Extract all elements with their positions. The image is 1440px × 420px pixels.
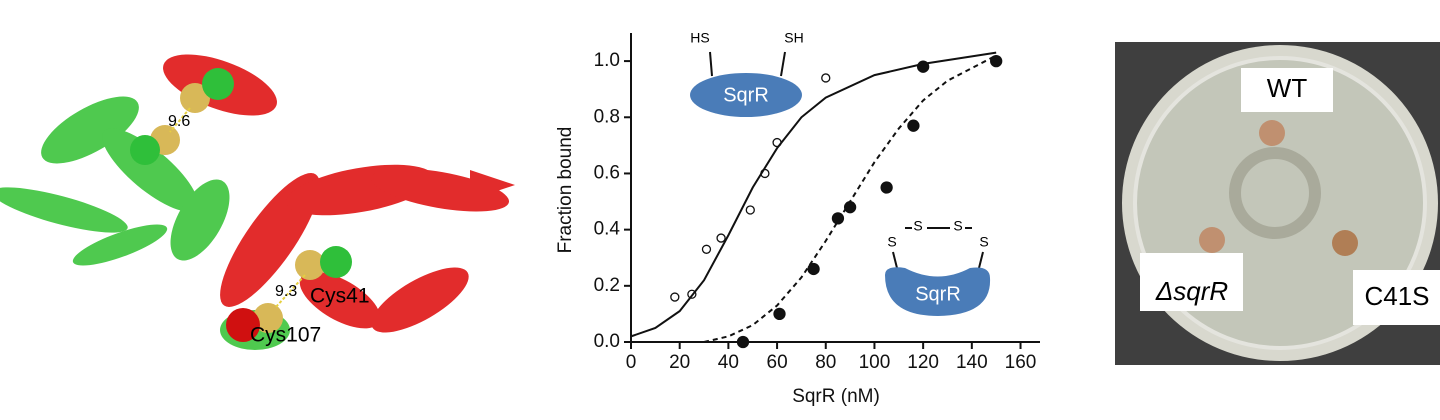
y-tick-label: 0.0 bbox=[594, 331, 620, 352]
x-axis-label: SqrR (nM) bbox=[792, 386, 880, 407]
y-tick-label: 0.8 bbox=[594, 106, 620, 127]
data-point bbox=[990, 54, 1003, 68]
x-tick-label: 0 bbox=[626, 352, 637, 373]
x-tick-label: 120 bbox=[907, 352, 939, 373]
plate-photo: WT ΔsqrR C41S bbox=[1115, 42, 1440, 365]
annotation: SH bbox=[784, 30, 803, 46]
y-axis-label: Fraction bound bbox=[555, 127, 576, 254]
data-point bbox=[716, 233, 726, 243]
annotation: S bbox=[913, 218, 922, 234]
data-point bbox=[736, 335, 750, 349]
data-point bbox=[773, 307, 786, 321]
plate-label: WT bbox=[1267, 73, 1308, 103]
binding-chart: Fraction bound SqrR (nM) HS SH SqrR S S … bbox=[555, 30, 1040, 407]
x-tick-label: 20 bbox=[669, 352, 690, 373]
y-tick-label: 1.0 bbox=[594, 50, 620, 71]
annotation: S bbox=[979, 234, 988, 250]
distance-label: 9.3 bbox=[275, 283, 297, 300]
annotation: S bbox=[953, 218, 962, 234]
y-tick-label: 0.2 bbox=[594, 275, 620, 296]
annotation: HS bbox=[690, 30, 709, 46]
residue-label: Cys41 bbox=[310, 285, 370, 308]
x-tick-label: 160 bbox=[1005, 352, 1037, 373]
distance-label: 9.6 bbox=[168, 113, 190, 130]
protein-structure: 9.6 9.3 Cys41 Cys107 bbox=[0, 54, 515, 350]
x-tick-label: 60 bbox=[767, 352, 788, 373]
data-point bbox=[831, 212, 845, 225]
fit-curve bbox=[630, 51, 997, 338]
x-tick-label: 140 bbox=[956, 352, 988, 373]
annotation: SqrR bbox=[915, 283, 961, 305]
plate-label: ΔsqrR bbox=[1155, 276, 1228, 306]
x-tick-label: 40 bbox=[718, 352, 739, 373]
x-tick-label: 100 bbox=[859, 352, 891, 373]
data-point bbox=[701, 244, 712, 254]
data-point bbox=[670, 292, 680, 302]
plate-label: C41S bbox=[1364, 281, 1429, 311]
annotation: S bbox=[887, 234, 896, 250]
data-point bbox=[907, 119, 920, 132]
data-point bbox=[821, 73, 831, 83]
data-point bbox=[880, 181, 893, 194]
y-tick-label: 0.6 bbox=[594, 162, 620, 183]
residue-label: Cys107 bbox=[250, 324, 321, 347]
y-tick-label: 0.4 bbox=[594, 219, 621, 240]
fit-curve bbox=[703, 54, 997, 343]
data-point bbox=[745, 205, 755, 215]
annotation: SqrR bbox=[723, 84, 769, 106]
x-tick-label: 80 bbox=[815, 352, 836, 373]
